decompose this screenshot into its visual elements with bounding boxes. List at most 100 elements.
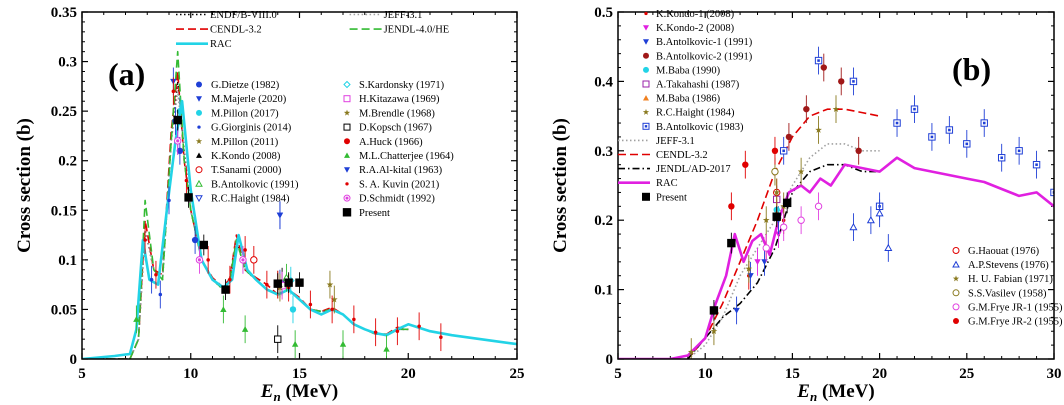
legend-label: A.P.Stevens (1976) (968, 260, 1049, 271)
legend-marker (343, 95, 351, 103)
legend-label: H.Kitazawa (1969) (359, 94, 440, 105)
x-tick-label: 10 (698, 366, 713, 382)
data-point (773, 188, 781, 196)
data-point (195, 256, 204, 264)
x-axis-subscript: n (273, 389, 280, 404)
legend-entry: JENDL-4.0/HE (349, 25, 450, 36)
data-point (866, 215, 875, 224)
data-point (771, 147, 779, 154)
data-point (167, 198, 171, 203)
data-point (727, 238, 736, 248)
data-point (339, 340, 347, 347)
data-point (687, 348, 695, 355)
legend-marker (643, 52, 649, 59)
data-point-center (817, 59, 820, 62)
legend-marker (343, 123, 351, 131)
series-m-l-chatterjee-1964 (133, 295, 390, 359)
legend-label: B.Antolkovic (1991) (211, 179, 299, 190)
data-point-center (930, 135, 934, 139)
data-point (762, 216, 770, 224)
data-point (928, 133, 936, 141)
data-point-box (1050, 188, 1054, 197)
data-point (184, 178, 189, 183)
data-point (221, 285, 230, 294)
data-point (289, 306, 297, 313)
data-point (199, 240, 208, 250)
data-point (308, 302, 313, 307)
legend-marker (952, 247, 960, 254)
legend-label: ENDF/B-VIII.0 (210, 10, 277, 21)
legend-entry: T.Sanami (2000) (195, 165, 282, 176)
series-b-antolkovic-2-1991 (785, 53, 862, 165)
data-point (274, 335, 282, 343)
legend-label: M.L.Chatterjee (1964) (359, 151, 454, 162)
curve-cendl-3-2 (687, 108, 880, 359)
plot-frame (617, 11, 1055, 360)
series-d-kopsch-1967 (274, 325, 282, 354)
data-point (980, 119, 988, 127)
x-axis-subscript: n (810, 389, 817, 404)
data-point (728, 203, 735, 210)
data-point (176, 147, 184, 154)
x-axis-label: En (MeV) (260, 381, 338, 404)
data-point (158, 292, 163, 297)
series-k-kondo-2-2008 (754, 220, 782, 276)
y-tick-label: 0.35 (51, 5, 77, 21)
legend-marker (343, 194, 351, 202)
data-point-center (176, 139, 180, 143)
data-point (875, 209, 884, 217)
data-point (762, 244, 770, 252)
data-point (710, 327, 718, 335)
legend-marker (195, 166, 203, 174)
legend-label: RAC (210, 39, 232, 50)
legend-marker (195, 195, 203, 203)
legend-entry: G.Dietze (1982) (196, 80, 280, 91)
legend-marker (197, 125, 201, 129)
data-point (849, 222, 858, 231)
legend-entry: M.Baba (1990) (643, 65, 721, 76)
x-tick-label: 25 (510, 366, 525, 382)
legend-entry: R.C.Haight (1984) (642, 108, 735, 119)
data-point-center (982, 121, 986, 125)
legend-label: JENDL/AD-2017 (656, 164, 731, 175)
data-point (814, 202, 823, 211)
legend-label: S. A. Kuvin (2021) (359, 179, 440, 190)
legend-label: JEFF-3.1 (384, 10, 423, 21)
curve-jeff-3-1 (687, 143, 880, 359)
data-point (803, 105, 810, 113)
legend-marker (344, 167, 350, 173)
data-point (383, 345, 390, 352)
legend-entry: G.Haouat (1976) (952, 246, 1040, 257)
plot-area (618, 46, 1054, 359)
y-axis-label: Cross section (b) (14, 118, 35, 253)
legend-marker (343, 80, 351, 89)
data-point (174, 137, 182, 145)
legend-entry: B.Antolkovic-2 (1991) (643, 51, 753, 62)
data-point (709, 306, 719, 315)
legend-marker (342, 208, 352, 217)
legend-label: K.Kondo (2008) (211, 151, 281, 162)
y-tick-label: 0.15 (51, 203, 77, 219)
data-point (143, 238, 147, 242)
legend-entry: K.Kondo-2 (2008) (643, 23, 735, 34)
y-tick-label: 0.1 (58, 253, 77, 269)
data-point-center (895, 121, 899, 125)
legend-entry: K.Kondo (2008) (196, 151, 281, 162)
data-point (265, 282, 269, 287)
legend-entry: D.Kopsch (1967) (343, 123, 432, 134)
data-point (910, 105, 919, 113)
data-point (206, 258, 210, 262)
x-tick-label: 15 (292, 366, 307, 382)
data-point (849, 77, 858, 86)
data-point (884, 243, 893, 252)
data-point (326, 281, 334, 288)
legend-marker (952, 289, 960, 297)
legend-marker (642, 108, 650, 115)
plot-area (82, 50, 517, 359)
legend-label: R.A.Al-kital (1963) (359, 165, 443, 176)
legend-entry: H. U. Fabian (1971) (952, 274, 1053, 285)
data-point (832, 105, 840, 113)
series-m-pillon-2017 (176, 97, 297, 324)
data-point (820, 64, 827, 71)
legend-label: JENDL-4.0/HE (384, 25, 450, 36)
